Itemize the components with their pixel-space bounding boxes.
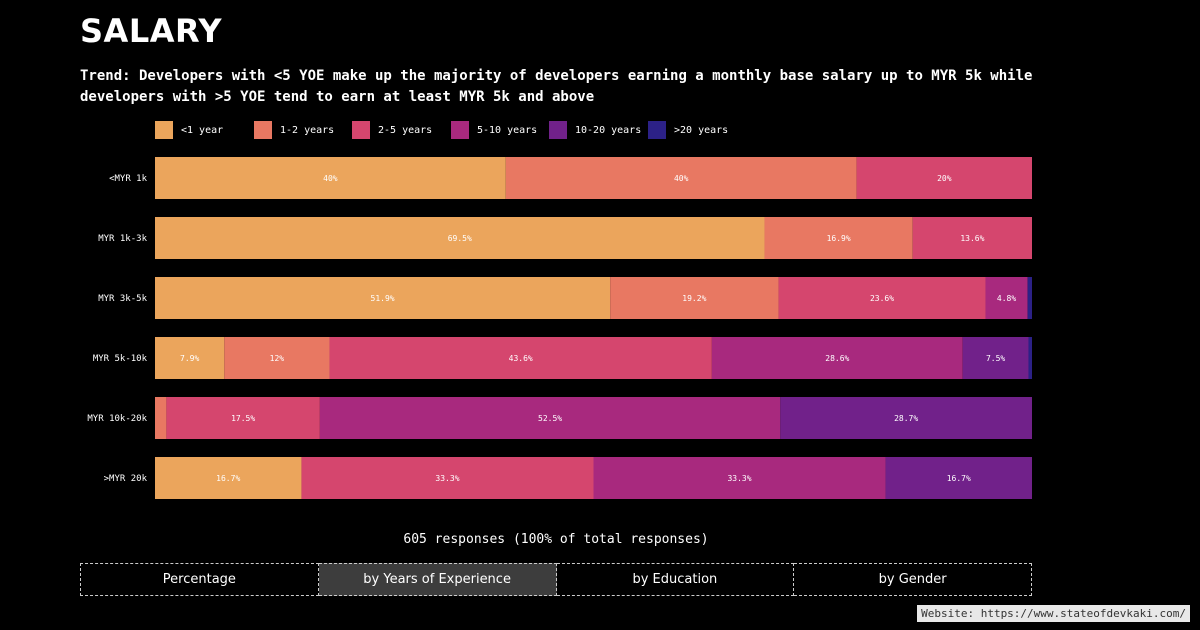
bar-segment	[155, 157, 506, 199]
bar-segment	[780, 397, 1032, 439]
tab-education[interactable]: by Education	[556, 563, 795, 596]
legend-label: 5-10 years	[477, 124, 538, 136]
bar-value-label: 33.3%	[727, 474, 751, 483]
category-label: MYR 3k-5k	[98, 294, 147, 304]
legend-label: 2-5 years	[378, 124, 433, 136]
category-label: >MYR 20k	[104, 474, 148, 484]
bar-segment	[155, 277, 611, 319]
bar-value-label: 51.9%	[371, 294, 395, 303]
legend-item: 5-10 years	[451, 121, 537, 139]
bar-segment	[329, 337, 712, 379]
bar-segment	[593, 457, 886, 499]
category-label: MYR 5k-10k	[93, 354, 148, 364]
bar-segment	[610, 277, 779, 319]
bar-segment	[155, 217, 765, 259]
bar-value-label: 13.6%	[960, 234, 984, 243]
bar-value-label: 28.6%	[825, 354, 849, 363]
bar-segment	[1028, 337, 1032, 379]
bar-segment	[319, 397, 781, 439]
bar-segment	[711, 337, 963, 379]
website-link[interactable]: Website: https://www.stateofdevkaki.com/	[917, 605, 1190, 622]
bar-value-label: 4.8%	[997, 294, 1016, 303]
bar-value-label: 40%	[674, 174, 689, 183]
responses-count: 605 responses (100% of total responses)	[403, 532, 709, 547]
tab-gender[interactable]: by Gender	[794, 563, 1032, 596]
bar-value-label: 7.5%	[986, 354, 1005, 363]
bar-segment	[1027, 277, 1032, 319]
bar-value-label: 16.7%	[947, 474, 971, 483]
trend-text: Trend: Developers with <5 YOE make up th…	[80, 68, 1033, 105]
bar-segment	[155, 397, 167, 439]
bar-value-label: 69.5%	[448, 234, 472, 243]
bar-value-label: 52.5%	[538, 414, 562, 423]
tab-years-of-experience[interactable]: by Years of Experience	[318, 563, 557, 596]
bar-segment	[505, 157, 857, 199]
stacked-bar-chart: <MYR 1k 40% 40% 20% MYR 1k-3k 69.5% 16.9% 13.6%…	[87, 157, 1032, 499]
bar-value-label: 33.3%	[435, 474, 459, 483]
bar-value-label: 16.9%	[827, 234, 851, 243]
bar-segment	[764, 217, 913, 259]
bar-segment	[155, 337, 225, 379]
bar-value-label: 17.5%	[231, 414, 255, 423]
category-label: MYR 1k-3k	[98, 234, 147, 244]
legend-swatch	[549, 121, 567, 139]
page-title: SALARY	[80, 12, 223, 50]
legend-swatch	[648, 121, 666, 139]
bar-value-label: 16.7%	[216, 474, 240, 483]
legend-item: >20 years	[648, 121, 728, 139]
bar-segment	[778, 277, 986, 319]
legend-item: 2-5 years	[352, 121, 432, 139]
bar-segment	[885, 457, 1032, 499]
legend-label: 10-20 years	[575, 124, 642, 136]
view-tabs: Percentage by Years of Experience by Edu…	[80, 563, 1032, 596]
bar-segment	[166, 397, 320, 439]
legend-item: 1-2 years	[254, 121, 334, 139]
bar-value-label: 20%	[937, 174, 952, 183]
bar-value-label: 7.9%	[180, 354, 199, 363]
bar-segment	[224, 337, 330, 379]
bar-segment	[155, 457, 302, 499]
category-label: <MYR 1k	[109, 174, 148, 184]
bar-segment	[962, 337, 1029, 379]
legend-swatch	[254, 121, 272, 139]
bar-value-label: 28.7%	[894, 414, 918, 423]
bar-segment	[912, 217, 1032, 259]
bar-value-label: 23.6%	[870, 294, 894, 303]
bar-value-label: 40%	[323, 174, 338, 183]
bar-value-label: 19.2%	[682, 294, 706, 303]
bar-value-label: 43.6%	[509, 354, 533, 363]
legend-label: <1 year	[181, 124, 224, 136]
bar-value-label: 12%	[270, 354, 285, 363]
tab-percentage[interactable]: Percentage	[80, 563, 319, 596]
bar-segment	[856, 157, 1032, 199]
legend-swatch	[352, 121, 370, 139]
bar-segment	[985, 277, 1028, 319]
legend-item: 10-20 years	[549, 121, 641, 139]
category-label: MYR 10k-20k	[87, 414, 147, 424]
legend-swatch	[451, 121, 469, 139]
bar-segment	[301, 457, 594, 499]
legend-label: 1-2 years	[280, 124, 335, 136]
legend-label: >20 years	[674, 124, 729, 136]
legend-item: <1 year	[155, 121, 223, 139]
legend-swatch	[155, 121, 173, 139]
